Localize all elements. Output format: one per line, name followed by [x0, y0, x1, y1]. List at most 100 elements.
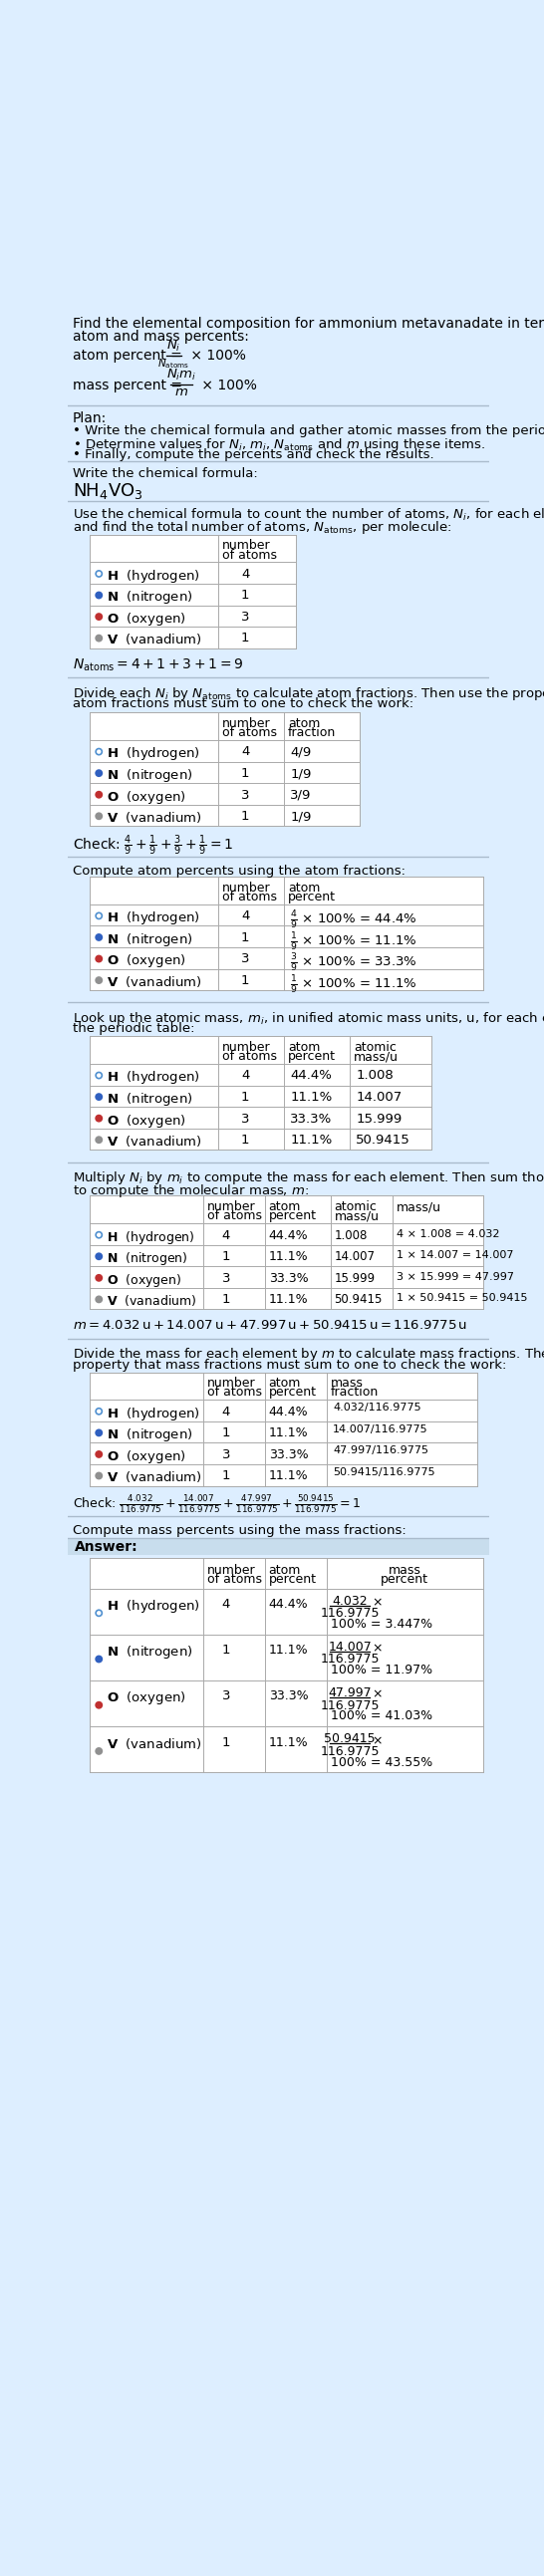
Text: of atoms: of atoms [207, 1211, 262, 1224]
Bar [90, 536, 296, 649]
Circle shape [96, 1095, 102, 1100]
Text: 11.1%: 11.1% [269, 1427, 308, 1440]
Text: $\frac{3}{9}$ × 100% = 33.3%: $\frac{3}{9}$ × 100% = 33.3% [290, 953, 418, 974]
Text: atom and mass percents:: atom and mass percents: [73, 330, 249, 343]
Text: $\frac{4}{9}$ × 100% = 44.4%: $\frac{4}{9}$ × 100% = 44.4% [290, 909, 418, 933]
Text: $\mathbf{H}$  (hydrogen): $\mathbf{H}$ (hydrogen) [107, 909, 200, 927]
Text: atom: atom [288, 716, 320, 729]
Circle shape [96, 750, 102, 755]
Text: $\mathbf{N}$  (nitrogen): $\mathbf{N}$ (nitrogen) [107, 1090, 193, 1108]
Text: 33.3%: 33.3% [269, 1273, 308, 1285]
Text: 1: 1 [241, 809, 250, 822]
Text: $\mathbf{N}$  (nitrogen): $\mathbf{N}$ (nitrogen) [107, 930, 193, 948]
Bar [90, 1195, 484, 1309]
Circle shape [96, 1409, 102, 1414]
Text: Compute mass percents using the mass fractions:: Compute mass percents using the mass fra… [73, 1525, 406, 1538]
Text: number: number [222, 881, 271, 894]
Text: number: number [207, 1200, 256, 1213]
Text: Use the chemical formula to count the number of atoms, $N_i$, for each element: Use the chemical formula to count the nu… [73, 507, 544, 523]
Text: ×: × [373, 1734, 383, 1747]
Bar [90, 1373, 477, 1486]
Text: Compute atom percents using the atom fractions:: Compute atom percents using the atom fra… [73, 866, 405, 878]
Text: 4/9: 4/9 [290, 744, 312, 757]
Text: $\mathbf{H}$  (hydrogen): $\mathbf{H}$ (hydrogen) [107, 1229, 195, 1247]
Text: property that mass fractions must sum to one to check the work:: property that mass fractions must sum to… [73, 1358, 506, 1370]
Text: 1: 1 [241, 930, 250, 945]
Circle shape [96, 935, 102, 940]
Text: 3: 3 [222, 1273, 230, 1285]
Text: 3: 3 [222, 1448, 230, 1461]
Text: 4: 4 [241, 909, 250, 922]
Text: 14.007: 14.007 [356, 1090, 402, 1103]
Text: $N_\mathrm{atoms} = 4 + 1 + 3 + 1 = 9$: $N_\mathrm{atoms} = 4 + 1 + 3 + 1 = 9$ [73, 657, 243, 675]
Text: 33.3%: 33.3% [269, 1448, 308, 1461]
Text: atom: atom [269, 1376, 301, 1391]
Text: ×: × [373, 1643, 383, 1656]
Text: NH$_4$VO$_3$: NH$_4$VO$_3$ [73, 482, 143, 500]
Text: Look up the atomic mass, $m_i$, in unified atomic mass units, u, for each elemen: Look up the atomic mass, $m_i$, in unifi… [73, 1010, 544, 1028]
Text: 14.007: 14.007 [335, 1249, 375, 1262]
Text: and find the total number of atoms, $N_\mathrm{atoms}$, per molecule:: and find the total number of atoms, $N_\… [73, 520, 452, 536]
Text: 15.999: 15.999 [356, 1113, 402, 1126]
Text: 50.9415/116.9775: 50.9415/116.9775 [333, 1468, 435, 1476]
Text: 3: 3 [241, 953, 250, 966]
Text: × 100%: × 100% [186, 348, 246, 363]
Text: 4: 4 [222, 1404, 230, 1419]
Text: number: number [207, 1564, 256, 1577]
Text: 15.999: 15.999 [335, 1273, 375, 1285]
Circle shape [96, 636, 102, 641]
Text: $\mathbf{V}$  (vanadium): $\mathbf{V}$ (vanadium) [107, 1736, 202, 1752]
Text: 1: 1 [222, 1293, 230, 1306]
Text: 1.008: 1.008 [335, 1229, 368, 1242]
Text: 1: 1 [241, 1133, 250, 1146]
Text: $m$: $m$ [175, 386, 188, 399]
Text: mass percent =: mass percent = [73, 379, 187, 392]
Text: • Finally, compute the percents and check the results.: • Finally, compute the percents and chec… [73, 448, 434, 461]
Circle shape [96, 1275, 102, 1280]
Text: ×: × [373, 1597, 383, 1610]
Text: Plan:: Plan: [73, 412, 107, 425]
Text: 4: 4 [241, 744, 250, 757]
Text: $\mathbf{H}$  (hydrogen): $\mathbf{H}$ (hydrogen) [107, 567, 200, 585]
Text: 11.1%: 11.1% [269, 1736, 308, 1749]
Text: 1: 1 [241, 768, 250, 781]
Text: atomic: atomic [335, 1200, 377, 1213]
Text: 47.997: 47.997 [328, 1687, 372, 1700]
Text: $\frac{1}{9}$ × 100% = 11.1%: $\frac{1}{9}$ × 100% = 11.1% [290, 930, 418, 953]
Text: Check: $\frac{4.032}{116.9775} + \frac{14.007}{116.9775} + \frac{47.997}{116.977: Check: $\frac{4.032}{116.9775} + \frac{1… [73, 1494, 361, 1515]
Text: 47.997/116.9775: 47.997/116.9775 [333, 1445, 429, 1455]
Text: 1: 1 [222, 1471, 230, 1484]
Text: 3 × 15.999 = 47.997: 3 × 15.999 = 47.997 [396, 1273, 514, 1283]
Text: mass: mass [331, 1376, 363, 1391]
Text: Write the chemical formula:: Write the chemical formula: [73, 466, 258, 479]
Text: percent: percent [288, 891, 336, 904]
Text: 100% = 3.447%: 100% = 3.447% [331, 1618, 432, 1631]
Text: 33.3%: 33.3% [290, 1113, 332, 1126]
Text: mass: mass [388, 1564, 421, 1577]
Circle shape [96, 572, 102, 577]
Text: atom fractions must sum to one to check the work:: atom fractions must sum to one to check … [73, 698, 413, 711]
Circle shape [96, 1136, 102, 1144]
Text: percent: percent [269, 1386, 317, 1399]
Text: Answer:: Answer: [74, 1540, 138, 1553]
Bar [68, 1538, 490, 1556]
Text: $\mathbf{V}$  (vanadium): $\mathbf{V}$ (vanadium) [107, 1293, 197, 1309]
Text: percent: percent [288, 1051, 336, 1064]
Text: • Determine values for $N_i$, $m_i$, $N_\mathrm{atoms}$ and $m$ using these item: • Determine values for $N_i$, $m_i$, $N_… [73, 435, 485, 453]
Text: $\mathbf{O}$  (oxygen): $\mathbf{O}$ (oxygen) [107, 788, 186, 806]
Text: to compute the molecular mass, $m$:: to compute the molecular mass, $m$: [73, 1182, 309, 1198]
Text: 100% = 41.03%: 100% = 41.03% [331, 1710, 432, 1723]
Text: $\mathbf{V}$  (vanadium): $\mathbf{V}$ (vanadium) [107, 974, 202, 989]
Text: 1: 1 [222, 1643, 230, 1656]
Text: 44.4%: 44.4% [269, 1404, 308, 1419]
Text: 4 × 1.008 = 4.032: 4 × 1.008 = 4.032 [396, 1229, 499, 1239]
Text: of atoms: of atoms [207, 1386, 262, 1399]
Bar [90, 1558, 484, 1772]
Text: percent: percent [269, 1574, 317, 1587]
Text: $\mathbf{O}$  (oxygen): $\mathbf{O}$ (oxygen) [107, 1448, 186, 1466]
Text: 11.1%: 11.1% [290, 1133, 332, 1146]
Text: 11.1%: 11.1% [269, 1293, 308, 1306]
Text: $\frac{1}{9}$ × 100% = 11.1%: $\frac{1}{9}$ × 100% = 11.1% [290, 974, 418, 997]
Text: 14.007: 14.007 [328, 1641, 372, 1654]
Text: 4.032: 4.032 [332, 1595, 368, 1607]
